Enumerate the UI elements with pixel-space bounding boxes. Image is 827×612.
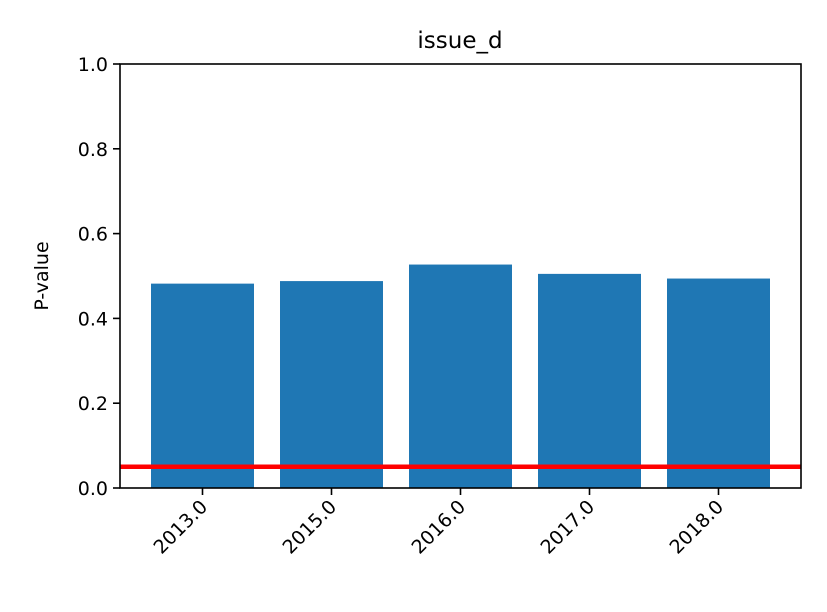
x-tick-label: 2016.0	[407, 496, 470, 559]
bar-2015-0	[280, 281, 383, 488]
bar-2018-0	[667, 278, 770, 488]
x-axis: 2013.0 2015.0 2016.0 2017.0 2018.0	[149, 488, 728, 559]
x-tick-label: 2015.0	[278, 496, 341, 559]
x-tick-label: 2013.0	[149, 496, 212, 559]
bar-2017-0	[538, 273, 641, 488]
y-axis-label: P-value	[31, 241, 53, 310]
y-tick-label: 0.6	[78, 224, 108, 246]
bar-2013-0	[151, 283, 254, 488]
plot-frame	[119, 63, 802, 489]
y-tick-label: 0.4	[78, 308, 108, 330]
bar-2016-0	[409, 264, 512, 488]
y-tick-label: 1.0	[78, 54, 108, 76]
x-tick-label: 2018.0	[665, 496, 728, 559]
y-tick-label: 0.2	[78, 393, 108, 415]
x-tick-label: 2017.0	[536, 496, 599, 559]
y-tick-label: 0.8	[78, 139, 108, 161]
chart-title: issue_d	[417, 28, 502, 54]
y-tick-label: 0.0	[78, 478, 108, 500]
bars-layer	[151, 264, 770, 488]
y-axis: 0.0 0.2 0.4 0.6 0.8 1.0	[78, 54, 120, 500]
